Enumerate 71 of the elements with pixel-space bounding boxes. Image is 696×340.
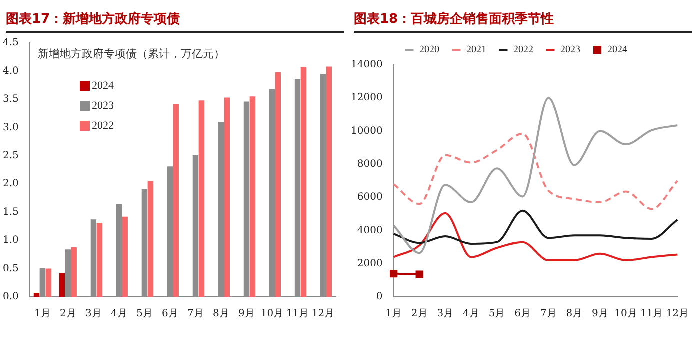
x-tick-label: 11月 <box>286 308 310 320</box>
y-tick-label: 10000 <box>351 126 383 137</box>
y-tick-label: 2000 <box>357 258 383 270</box>
x-tick-label: 7月 <box>188 308 204 320</box>
chart-title: 图表18：百城房企销售面积季节性 <box>354 10 692 33</box>
x-tick-label: 5月 <box>136 308 153 320</box>
x-tick-label: 11月 <box>640 308 664 320</box>
y-tick-label: 3.5 <box>2 94 19 106</box>
bar <box>96 223 102 297</box>
y-tick-label: 14000 <box>351 60 383 71</box>
x-tick-label: 1月 <box>34 308 51 320</box>
legend-label: 2022 <box>514 44 534 56</box>
bar <box>148 181 154 297</box>
x-tick-label: 10月 <box>614 308 638 320</box>
bar <box>250 96 256 297</box>
y-tick-label: 8000 <box>357 159 383 170</box>
legend-label: 2023 <box>560 44 580 56</box>
x-tick-label: 9月 <box>238 308 255 320</box>
bar <box>198 100 204 297</box>
legend-label: 2022 <box>92 120 114 132</box>
y-tick-label: 2.0 <box>2 178 19 190</box>
y-tick-label: 3.0 <box>2 122 19 134</box>
x-tick-label: 4月 <box>110 308 128 320</box>
line-series <box>392 210 679 245</box>
x-tick-label: 4月 <box>463 308 480 320</box>
bar <box>275 72 282 297</box>
x-tick-label: 2月 <box>60 308 76 320</box>
line-series <box>392 97 679 254</box>
x-tick-label: 2月 <box>411 308 428 320</box>
x-tick-label: 7月 <box>540 308 557 320</box>
bar <box>173 104 179 297</box>
y-tick-label: 2.5 <box>2 150 19 162</box>
x-tick-label: 6月 <box>162 308 178 320</box>
bar <box>71 247 77 297</box>
y-tick-label: 0.5 <box>2 263 19 274</box>
y-tick-label: 1.0 <box>2 235 19 246</box>
y-tick-label: 0 <box>376 292 383 303</box>
x-tick-label: 12月 <box>666 308 690 320</box>
bar <box>122 216 128 297</box>
x-tick-label: 10月 <box>260 308 284 320</box>
bar <box>224 98 230 297</box>
annotation: 新增地方政府专项债（累计，万亿元） <box>38 47 225 60</box>
bar <box>59 273 66 297</box>
x-tick-label: 3月 <box>437 308 454 320</box>
y-tick-label: 4.5 <box>2 38 19 49</box>
x-tick-label: 12月 <box>312 308 335 320</box>
bar <box>326 66 332 297</box>
legend-label: 2024 <box>92 80 114 92</box>
x-tick-label: 1月 <box>386 308 402 320</box>
bar <box>46 268 52 297</box>
y-tick-label: 4000 <box>357 225 383 236</box>
chart-title: 图表17：新增地方政府专项债 <box>6 10 344 33</box>
legend-label: 2024 <box>608 44 628 56</box>
y-tick-label: 0.0 <box>2 292 19 303</box>
line-series <box>392 132 679 210</box>
legend-label: 2020 <box>420 44 440 56</box>
bar <box>34 293 40 297</box>
bar <box>300 67 307 297</box>
line-series <box>392 212 679 262</box>
y-tick-label: 12000 <box>351 92 383 104</box>
x-tick-label: 8月 <box>566 308 583 320</box>
x-tick-label: 6月 <box>514 308 532 320</box>
y-tick-label: 4.0 <box>2 66 19 77</box>
x-tick-label: 8月 <box>213 308 230 320</box>
y-tick-label: 1.5 <box>2 206 19 218</box>
legend-label: 2023 <box>92 100 114 112</box>
x-tick-label: 9月 <box>592 308 608 320</box>
y-tick-label: 6000 <box>357 192 383 204</box>
legend-label: 2021 <box>466 44 486 56</box>
x-tick-label: 3月 <box>85 308 102 320</box>
x-tick-label: 5月 <box>488 308 506 320</box>
